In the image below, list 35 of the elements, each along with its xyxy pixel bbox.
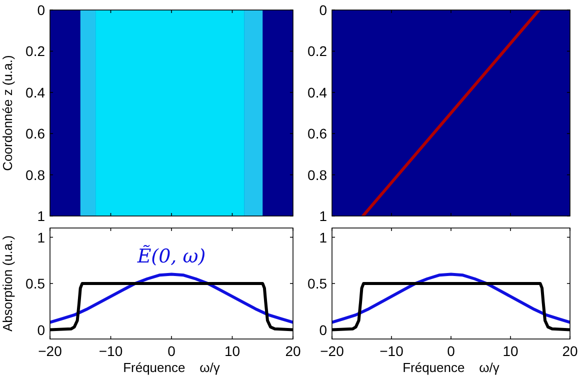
y-tick-label: 0.5 [26,276,46,292]
x-axis-title: Fréquence ω/γ [402,360,500,375]
x-tick-label: 20 [285,343,301,359]
y-tick-label: 0.4 [308,84,328,100]
x-tick-label: −20 [320,343,344,359]
y-axis-title: Absorption (u.a.) [0,235,15,332]
y-tick-label: 0.6 [26,126,46,142]
y-tick-label: 0 [319,2,328,18]
y-tick-label: 1 [319,208,328,224]
x-tick-label: 10 [502,343,518,359]
y-tick-label: 1 [319,229,328,246]
y-tick-label: 0 [37,322,46,338]
y-tick-label: 0 [37,2,46,18]
y-tick-label: 0 [319,322,328,338]
x-tick-label: 20 [562,343,578,359]
x-tick-label: −10 [380,343,404,359]
x-tick-label: −10 [98,343,123,359]
y-tick-label: 0.4 [26,84,46,100]
y-tick-label: 0.2 [26,43,46,60]
y-tick-label: 0.8 [308,166,328,183]
y-tick-label: 1 [37,208,46,224]
x-tick-label: 0 [447,343,456,359]
y-tick-label: 0.6 [308,126,328,142]
y-tick-label: 0.2 [308,43,328,60]
y-tick-label: 0.8 [26,166,46,183]
line-series [50,272,293,324]
y-tick-label: 1 [37,229,46,246]
y-tick-label: 0.5 [308,276,328,292]
line-series [332,272,570,324]
x-tick-label: 0 [168,343,176,359]
x-tick-label: 10 [224,343,240,359]
x-tick-label: −20 [38,343,62,359]
x-axis-title: Fréquence ω/γ [123,360,220,375]
y-axis-title: Coordonnée z (u.a.) [0,55,15,171]
series-label: Ẽ(0, ω) [136,244,206,268]
